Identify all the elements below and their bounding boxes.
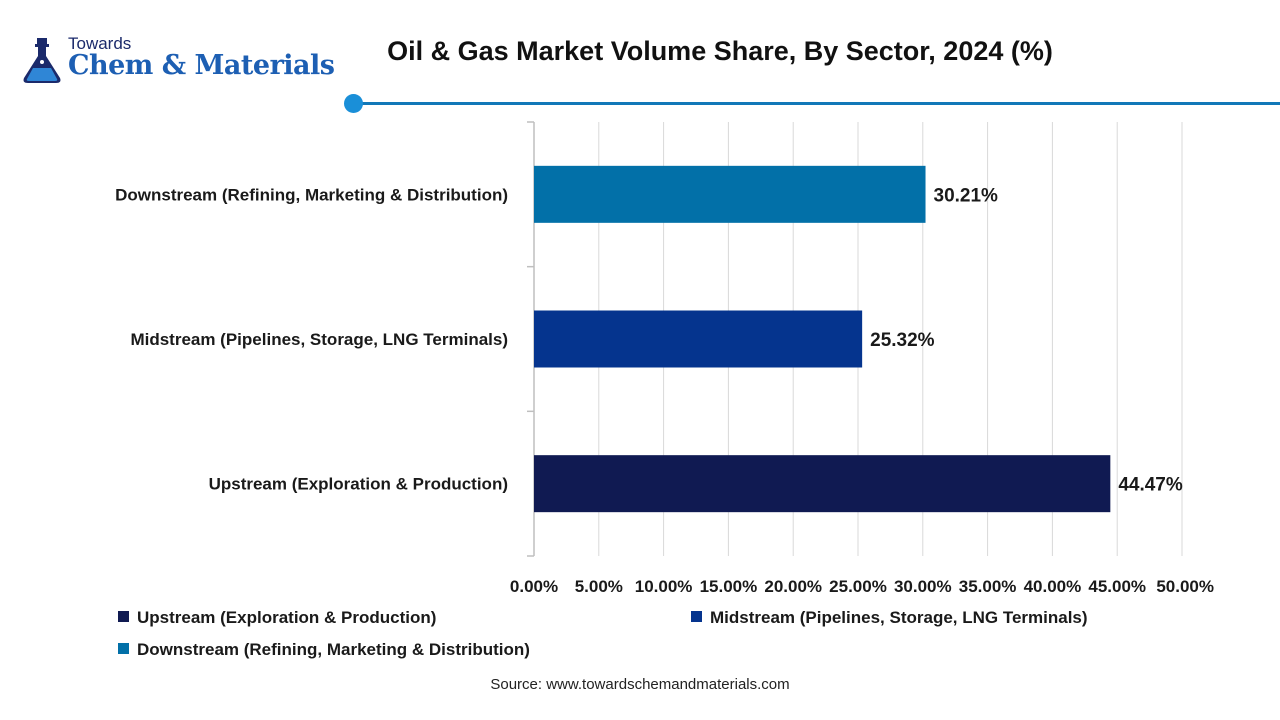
legend-swatch xyxy=(691,611,702,622)
x-tick-label: 0.00% xyxy=(510,577,558,596)
legend-label: Midstream (Pipelines, Storage, LNG Termi… xyxy=(710,608,1088,627)
source-note: Source: www.towardschemandmaterials.com xyxy=(490,676,790,693)
category-label: Midstream (Pipelines, Storage, LNG Termi… xyxy=(130,330,508,349)
x-tick-label: 20.00% xyxy=(764,577,822,596)
data-label: 25.32% xyxy=(870,330,935,351)
category-label: Upstream (Exploration & Production) xyxy=(209,475,508,494)
brand-towards: Towards xyxy=(68,34,132,53)
legend-swatch xyxy=(118,643,129,654)
bar-chart: Downstream (Refining, Marketing & Distri… xyxy=(115,121,1214,596)
bar xyxy=(534,310,863,368)
x-tick-label: 35.00% xyxy=(959,577,1017,596)
data-label: 30.21% xyxy=(934,185,999,206)
x-tick-label: 40.00% xyxy=(1024,577,1082,596)
x-tick-label: 5.00% xyxy=(575,577,623,596)
x-tick-label: 15.00% xyxy=(700,577,758,596)
x-tick-label: 10.00% xyxy=(635,577,693,596)
x-tick-label: 30.00% xyxy=(894,577,952,596)
legend-label: Downstream (Refining, Marketing & Distri… xyxy=(137,640,530,659)
x-tick-label: 45.00% xyxy=(1088,577,1146,596)
category-label: Downstream (Refining, Marketing & Distri… xyxy=(115,185,508,204)
brand-logo: Towards Chem & Materials xyxy=(20,34,340,88)
chart-title: Oil & Gas Market Volume Share, By Sector… xyxy=(387,36,1053,66)
flask-icon xyxy=(23,38,61,83)
legend-item: Upstream (Exploration & Production) xyxy=(118,608,436,628)
x-tick-label: 25.00% xyxy=(829,577,887,596)
legend-swatch xyxy=(118,611,129,622)
bar xyxy=(534,165,926,223)
title-divider xyxy=(354,102,1280,105)
x-tick-label: 50.00% xyxy=(1156,577,1214,596)
brand-name: Chem & Materials xyxy=(68,50,335,81)
title-divider-dot xyxy=(344,94,363,113)
legend-item: Midstream (Pipelines, Storage, LNG Termi… xyxy=(691,608,1088,628)
data-label: 44.47% xyxy=(1118,475,1183,496)
legend-item: Downstream (Refining, Marketing & Distri… xyxy=(118,640,530,660)
legend-label: Upstream (Exploration & Production) xyxy=(137,608,437,627)
bar xyxy=(534,455,1111,513)
